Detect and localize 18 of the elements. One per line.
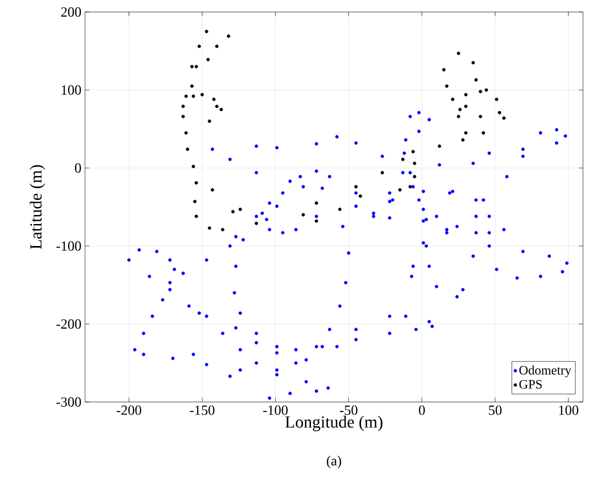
- text: (a): [326, 456, 342, 468]
- x-tick-label: 100: [559, 406, 578, 415]
- y-axis-title: Latitude (m): [30, 165, 46, 250]
- x-tick-label: -200: [116, 406, 142, 415]
- x-tick-label: 0: [418, 406, 425, 415]
- x-tick-label: -150: [190, 406, 214, 415]
- x-axis-title: Longitude (m): [285, 416, 382, 432]
- x-tick-label: 50: [488, 406, 502, 415]
- y-tick-label: 100: [62, 85, 81, 95]
- y-tick-label: -100: [56, 241, 81, 251]
- y-tick-label: 200: [61, 7, 81, 17]
- legend-label: Odometry: [519, 365, 572, 378]
- y-tick-label: -300: [56, 397, 81, 407]
- y-tick-label: 0: [75, 163, 81, 173]
- x-tick-label: -100: [263, 406, 288, 415]
- x-tick-label: -50: [340, 406, 358, 415]
- y-tick-label: -200: [56, 319, 81, 329]
- legend-label: GPS: [519, 380, 542, 389]
